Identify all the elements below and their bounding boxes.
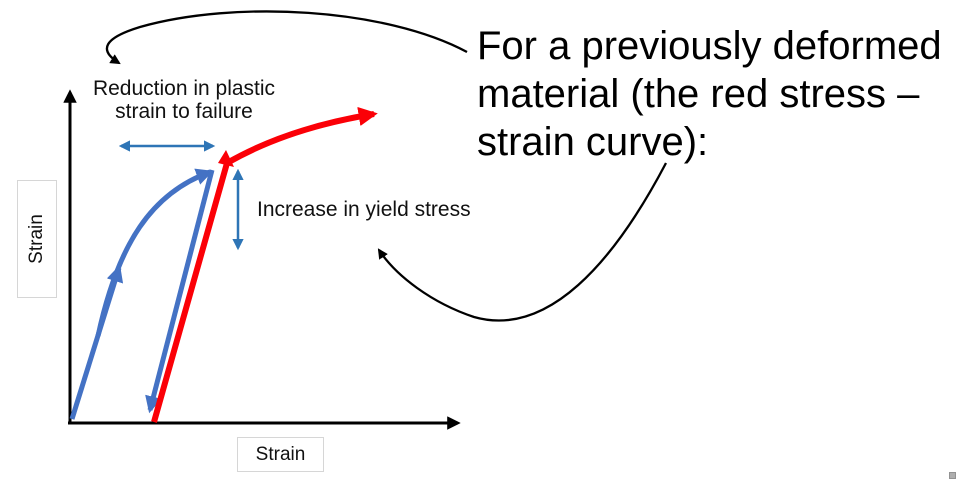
slide-title-line-1: For a previously deformed (477, 24, 942, 68)
slide-title-line-3: strain curve): (477, 120, 709, 164)
red-kink-arrowhead-icon (218, 150, 234, 167)
reduction-annotation: Reduction in plastic strain to failure (68, 77, 300, 123)
reduction-annotation-line-2: strain to failure (115, 100, 253, 123)
x-axis-label-box: Strain (237, 437, 324, 472)
blue-loading-curve (95, 168, 214, 337)
y-axis-label-box: Strain (17, 180, 57, 298)
x-axis-label: Strain (255, 443, 306, 465)
slide-title: For a previously deformed material (the … (477, 22, 955, 166)
reduction-annotation-line-1: Reduction in plastic (92, 77, 276, 100)
blue-unloading-line (145, 169, 215, 414)
red-stress-strain-curve (151, 106, 378, 423)
callout-arrow-to-reduction (105, 10, 468, 65)
y-axis-label: Strain (26, 214, 48, 264)
slide-title-line-2: material (the red stress – (477, 72, 920, 116)
callout-arrow-to-yield (377, 162, 668, 322)
yield-increase-annotation: Increase in yield stress (257, 198, 471, 221)
corner-artifact (949, 472, 956, 479)
